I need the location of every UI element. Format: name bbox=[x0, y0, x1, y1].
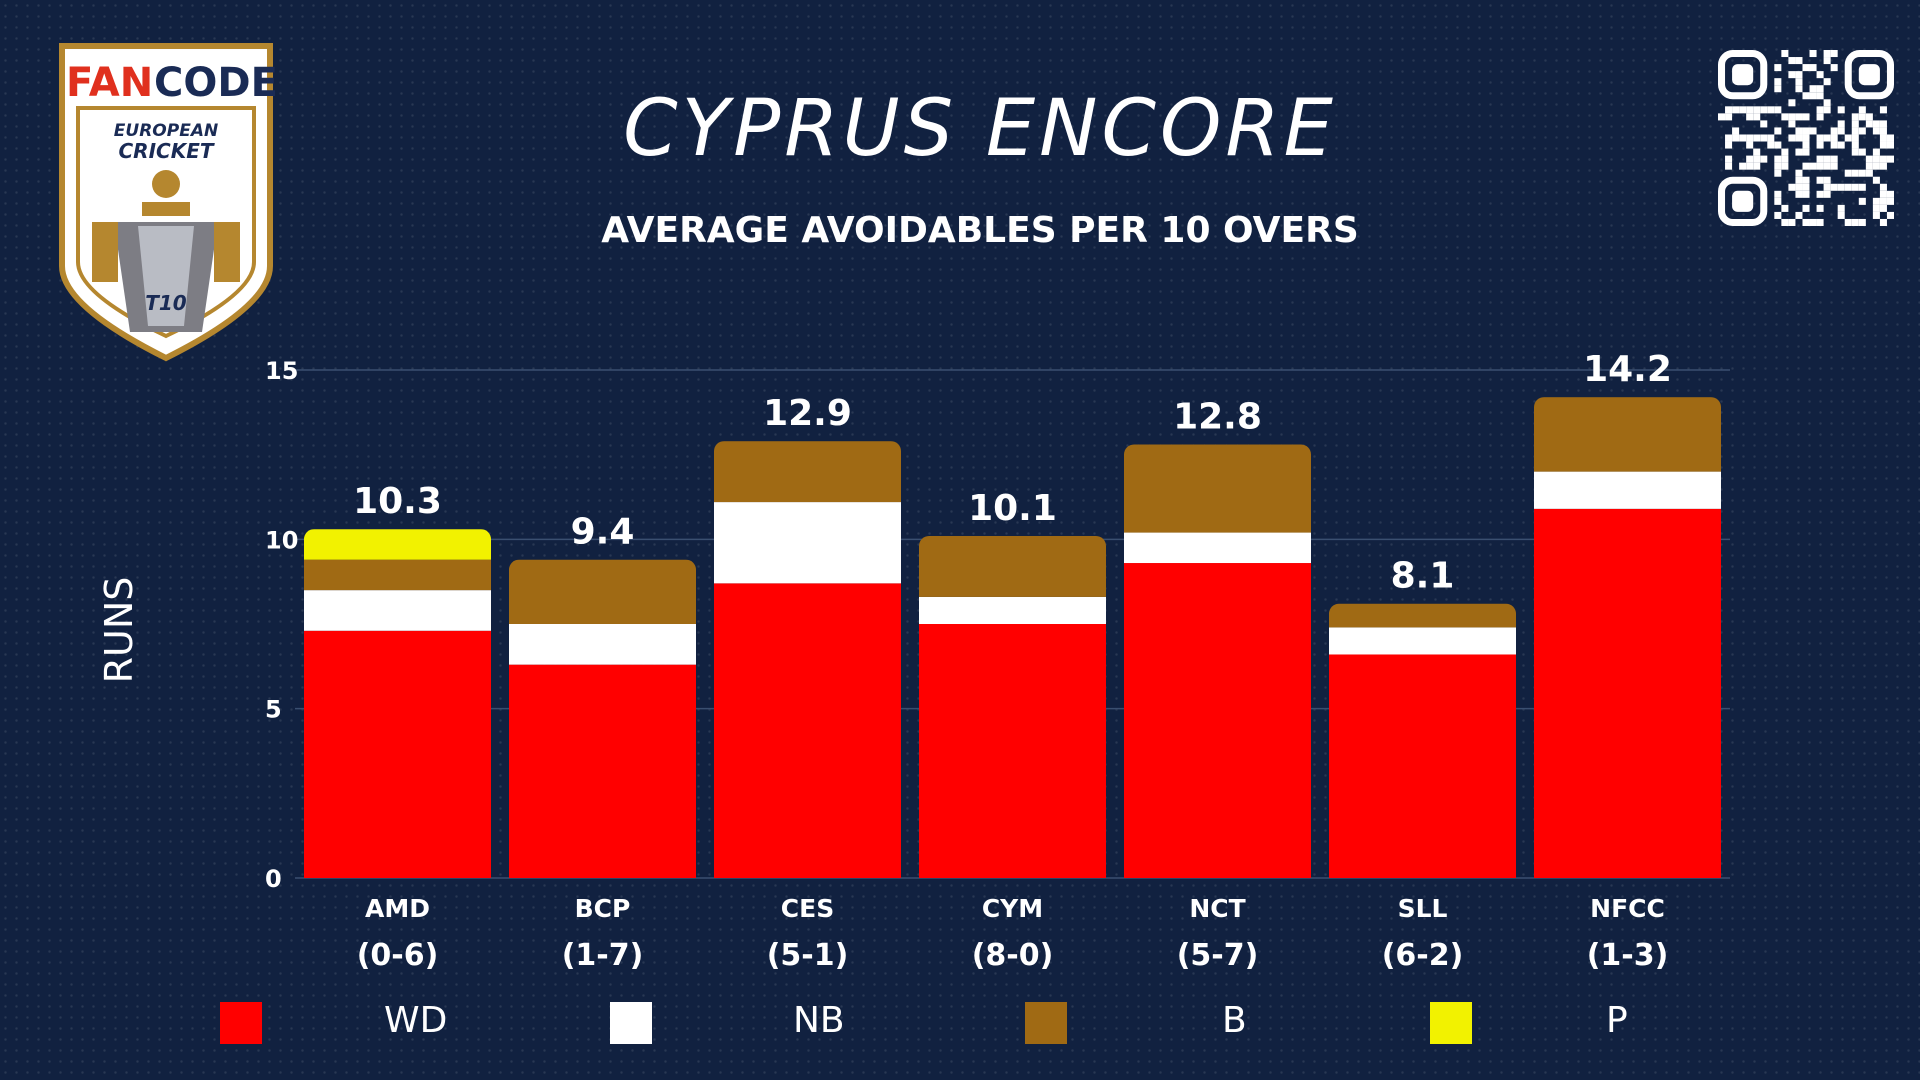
x-tick-record: (1-7) bbox=[562, 938, 644, 973]
y-tick-label: 15 bbox=[265, 357, 298, 385]
x-tick-label: AMD bbox=[365, 894, 430, 923]
bar-segment-wd bbox=[1329, 654, 1516, 878]
bar-segment-wd bbox=[1124, 563, 1311, 878]
bar-cym bbox=[919, 535, 1106, 878]
x-tick-label: CES bbox=[781, 894, 834, 923]
bar-amd bbox=[304, 529, 491, 878]
bar-segment-b bbox=[509, 559, 696, 624]
data-label: 12.8 bbox=[1173, 397, 1262, 438]
chart-title: CYPRUS ENCORE bbox=[623, 84, 1337, 174]
logo-line1: EUROPEAN bbox=[114, 121, 218, 141]
bar-segment-nb bbox=[919, 596, 1106, 624]
bar-ces bbox=[714, 441, 901, 878]
fancode-ecs-t10-logo: FAN CODE EUROPEAN CRICKET T10 bbox=[59, 43, 278, 362]
x-tick-record: (8-0) bbox=[972, 938, 1054, 973]
qr-code-icon bbox=[1718, 50, 1894, 226]
bar-nfcc bbox=[1534, 397, 1721, 878]
data-label: 8.1 bbox=[1391, 556, 1455, 597]
data-label: 10.1 bbox=[968, 488, 1057, 529]
logo-brand-code: CODE bbox=[154, 60, 278, 106]
x-tick-label: CYM bbox=[982, 894, 1043, 923]
bar-nct bbox=[1124, 444, 1311, 878]
x-tick-record: (0-6) bbox=[357, 938, 439, 973]
bar-sll bbox=[1329, 603, 1516, 878]
bar-segment-wd bbox=[714, 583, 901, 878]
bar-segment-b bbox=[714, 441, 901, 503]
x-tick-label: NCT bbox=[1189, 894, 1245, 923]
bar-segment-nb bbox=[1534, 471, 1721, 509]
data-label: 10.3 bbox=[353, 481, 442, 522]
x-tick-label: SLL bbox=[1398, 894, 1448, 923]
x-tick-record: (5-7) bbox=[1177, 938, 1259, 973]
logo-badge: T10 bbox=[145, 291, 187, 315]
logo-line2: CRICKET bbox=[119, 139, 215, 163]
bar-segment-nb bbox=[1124, 532, 1311, 564]
bar-segment-nb bbox=[714, 502, 901, 584]
x-tick-label: BCP bbox=[575, 894, 631, 923]
x-tick-label: NFCC bbox=[1590, 894, 1665, 923]
y-axis-label: RUNS bbox=[97, 577, 141, 684]
bar-segment-wd bbox=[509, 664, 696, 878]
bar-segment-b bbox=[919, 535, 1106, 597]
y-tick-label: 10 bbox=[265, 526, 298, 554]
data-label: 9.4 bbox=[571, 512, 635, 553]
bar-segment-nb bbox=[509, 624, 696, 665]
bar-segment-b bbox=[1124, 444, 1311, 533]
data-label: 12.9 bbox=[763, 393, 852, 434]
bar-segment-b bbox=[1329, 603, 1516, 628]
bar-bcp bbox=[509, 559, 696, 878]
chart-subtitle: AVERAGE AVOIDABLES PER 10 OVERS bbox=[601, 210, 1359, 251]
bar-segment-wd bbox=[1534, 508, 1721, 878]
x-tick-record: (1-3) bbox=[1587, 938, 1669, 973]
y-tick-label: 0 bbox=[265, 865, 282, 893]
bar-segment-wd bbox=[304, 630, 491, 878]
x-tick-record: (6-2) bbox=[1382, 938, 1464, 973]
y-tick-label: 5 bbox=[265, 696, 282, 724]
logo-brand-fan: FAN bbox=[66, 60, 153, 106]
x-tick-record: (5-1) bbox=[767, 938, 849, 973]
bar-segment-nb bbox=[1329, 627, 1516, 655]
data-label: 14.2 bbox=[1583, 349, 1672, 390]
bar-segment-b bbox=[304, 559, 491, 591]
bar-segment-wd bbox=[919, 624, 1106, 878]
bar-segment-nb bbox=[304, 590, 491, 631]
bar-segment-b bbox=[1534, 397, 1721, 472]
bar-segment-p bbox=[304, 529, 491, 560]
